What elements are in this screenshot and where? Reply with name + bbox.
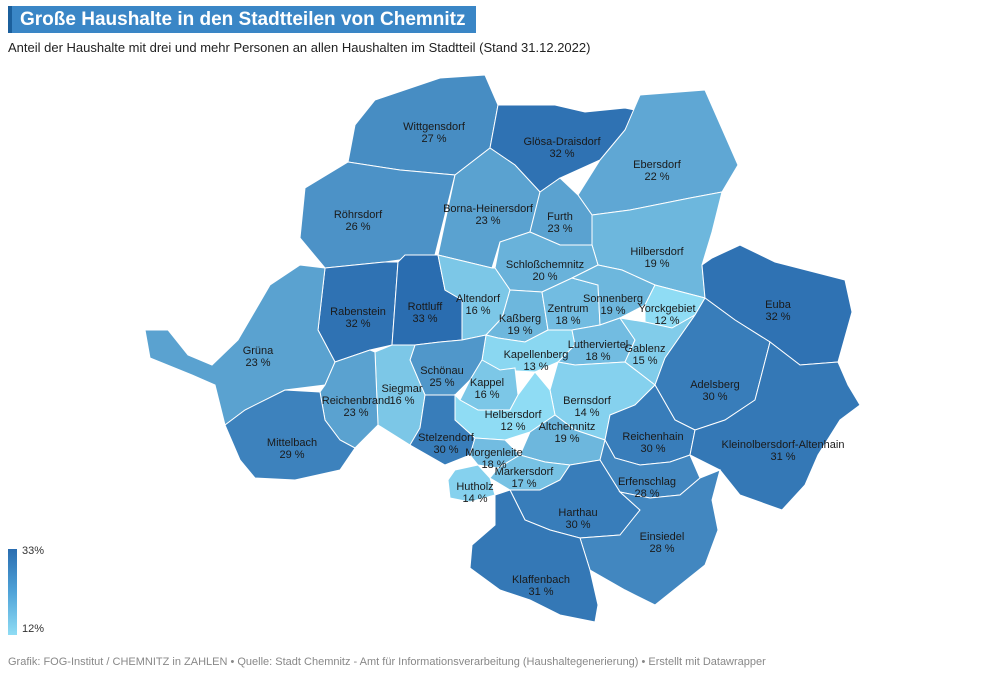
district-name-roehrsdorf: Röhrsdorf (334, 209, 383, 221)
district-name-einsiedel: Einsiedel (640, 531, 685, 543)
district-name-reichenhain: Reichenhain (622, 431, 683, 443)
district-value-gloesa-draisdorf: 32 % (549, 148, 574, 160)
legend-gradient-bar (8, 549, 17, 635)
chart-subtitle: Anteil der Haushalte mit drei und mehr P… (8, 40, 591, 55)
district-value-wittgensdorf: 27 % (421, 133, 446, 145)
district-name-mittelbach: Mittelbach (267, 437, 317, 449)
district-value-furth: 23 % (547, 223, 572, 235)
district-value-ebersdorf: 22 % (644, 171, 669, 183)
district-value-markersdorf: 17 % (511, 478, 536, 490)
district-name-helbersdorf: Helbersdorf (485, 409, 543, 421)
district-name-gablenz: Gablenz (625, 343, 666, 355)
district-name-kleinolbersdorf-altenhain: Kleinolbersdorf-Altenhain (722, 439, 845, 451)
title-accent (8, 6, 12, 33)
district-value-kapellenberg: 13 % (523, 361, 548, 373)
district-name-schoenau: Schönau (420, 365, 463, 377)
district-mittelbach[interactable] (224, 389, 356, 481)
district-value-kappel: 16 % (474, 389, 499, 401)
district-value-siegmar: 16 % (389, 395, 414, 407)
district-value-helbersdorf: 12 % (500, 421, 525, 433)
district-name-erfenschlag: Erfenschlag (618, 476, 676, 488)
district-value-kleinolbersdorf-altenhain: 31 % (770, 451, 795, 463)
district-value-roehrsdorf: 26 % (345, 221, 370, 233)
district-name-stelzendorf: Stelzendorf (418, 432, 475, 444)
district-value-reichenhain: 30 % (640, 443, 665, 455)
district-name-rottluff: Rottluff (408, 301, 444, 313)
title-bar: Große Haushalte in den Stadtteilen von C… (8, 6, 476, 33)
district-kleinolbersdorf-altenhain[interactable] (689, 341, 861, 511)
district-name-gloesa-draisdorf: Glösa-Draisdorf (523, 136, 601, 148)
district-value-bernsdorf: 14 % (574, 407, 599, 419)
district-name-lutherviertel: Lutherviertel (568, 339, 629, 351)
district-name-altchemnitz: Altchemnitz (539, 421, 596, 433)
district-name-rabenstein: Rabenstein (330, 306, 386, 318)
district-gruena[interactable] (144, 264, 336, 426)
district-value-borna-heinersdorf: 23 % (475, 215, 500, 227)
district-name-sonnenberg: Sonnenberg (583, 293, 643, 305)
district-name-adelsberg: Adelsberg (690, 379, 740, 391)
district-value-altendorf: 16 % (465, 305, 490, 317)
district-value-mittelbach: 29 % (279, 449, 304, 461)
district-name-kapellenberg: Kapellenberg (504, 349, 569, 361)
district-value-stelzendorf: 30 % (433, 444, 458, 456)
district-value-kassberg: 19 % (507, 325, 532, 337)
district-value-sonnenberg: 19 % (600, 305, 625, 317)
legend-max-label: 33% (22, 545, 45, 557)
district-value-yorckgebiet: 12 % (654, 315, 679, 327)
district-name-yorckgebiet: Yorckgebiet (638, 303, 695, 315)
district-value-harthau: 30 % (565, 519, 590, 531)
district-value-hutholz: 14 % (462, 493, 487, 505)
district-name-hutholz: Hutholz (456, 481, 493, 493)
district-name-altendorf: Altendorf (456, 293, 501, 305)
district-name-furth: Furth (547, 211, 573, 223)
district-name-kappel: Kappel (470, 377, 504, 389)
district-value-hilbersdorf: 19 % (644, 258, 669, 270)
district-value-reichenbrand: 23 % (343, 407, 368, 419)
legend-min-label: 12% (22, 623, 45, 635)
district-value-adelsberg: 30 % (702, 391, 727, 403)
district-name-morgenleite: Morgenleite (465, 447, 522, 459)
district-name-kassberg: Kaßberg (499, 313, 541, 325)
district-name-markersdorf: Markersdorf (495, 466, 555, 478)
district-value-rabenstein: 32 % (345, 318, 370, 330)
district-name-zentrum: Zentrum (548, 303, 589, 315)
district-name-klaffenbach: Klaffenbach (512, 574, 570, 586)
district-value-morgenleite: 18 % (481, 459, 506, 471)
district-value-klaffenbach: 31 % (528, 586, 553, 598)
district-value-gablenz: 15 % (632, 355, 657, 367)
district-value-schoenau: 25 % (429, 377, 454, 389)
source-footer: Grafik: FOG-Institut / CHEMNITZ in ZAHLE… (8, 656, 766, 668)
district-name-bernsdorf: Bernsdorf (563, 395, 612, 407)
district-name-wittgensdorf: Wittgensdorf (403, 121, 466, 133)
district-value-einsiedel: 28 % (649, 543, 674, 555)
district-name-reichenbrand: Reichenbrand (322, 395, 391, 407)
district-name-borna-heinersdorf: Borna-Heinersdorf (443, 203, 534, 215)
district-value-erfenschlag: 28 % (634, 488, 659, 500)
district-name-schlosschemnitz: Schloßchemnitz (506, 259, 584, 271)
district-value-lutherviertel: 18 % (585, 351, 610, 363)
district-klaffenbach[interactable] (469, 489, 599, 623)
district-hutholz[interactable] (447, 464, 496, 503)
district-name-gruena: Grüna (243, 345, 274, 357)
district-value-gruena: 23 % (245, 357, 270, 369)
district-value-euba: 32 % (765, 311, 790, 323)
district-name-euba: Euba (765, 299, 792, 311)
district-einsiedel[interactable] (579, 469, 721, 606)
district-value-schlosschemnitz: 20 % (532, 271, 557, 283)
district-name-siegmar: Siegmar (382, 383, 423, 395)
district-value-altchemnitz: 19 % (554, 433, 579, 445)
district-value-zentrum: 18 % (555, 315, 580, 327)
chart-title: Große Haushalte in den Stadtteilen von C… (20, 8, 466, 30)
district-name-harthau: Harthau (558, 507, 597, 519)
district-name-hilbersdorf: Hilbersdorf (630, 246, 684, 258)
district-value-rottluff: 33 % (412, 313, 437, 325)
district-name-ebersdorf: Ebersdorf (633, 159, 682, 171)
